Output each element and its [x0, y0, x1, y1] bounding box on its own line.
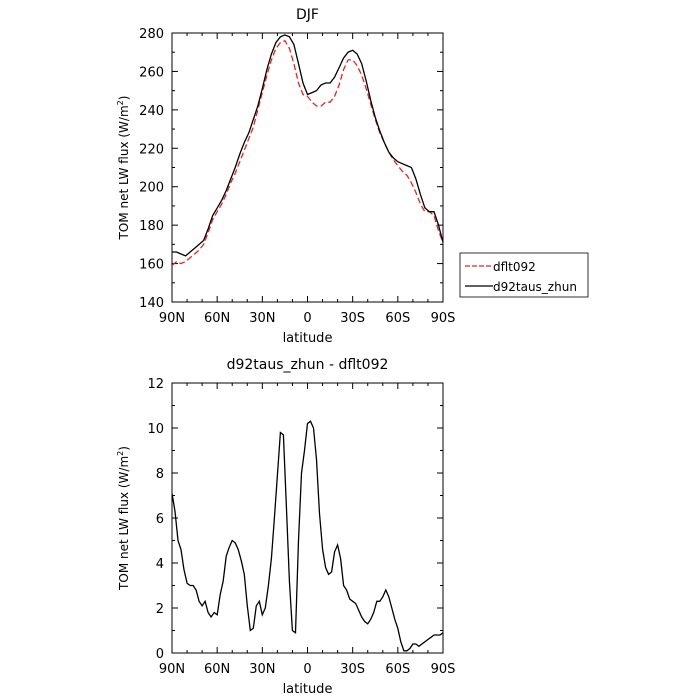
y-tick-label: 10	[147, 422, 164, 437]
y-tick-label: 160	[139, 258, 164, 273]
y-tick-label: 180	[139, 219, 164, 234]
legend-box	[459, 252, 589, 298]
x-tick-label: 60S	[385, 311, 410, 326]
legend-label: dflt092	[493, 260, 536, 274]
y-tick-label: 240	[139, 104, 164, 119]
y-tick-label: 0	[156, 647, 164, 662]
y-tick-label: 220	[139, 142, 164, 157]
legend-label: d92taus_zhun	[493, 280, 577, 294]
plot-frame	[171, 32, 444, 303]
x-tick-label: 0	[303, 662, 311, 677]
y-tick-label: 2	[156, 602, 164, 617]
x-tick-label: 90N	[159, 311, 185, 326]
y-tick-label: 4	[156, 557, 164, 572]
x-tick-label: 30N	[249, 662, 275, 677]
bottom-chart: d92taus_zhun - dflt092 90N 60N 30N 0 30S 60S 90…	[116, 357, 455, 697]
y-tick-label: 200	[139, 181, 164, 196]
x-axis-label: latitude	[283, 682, 333, 697]
y-tick-label: 260	[139, 65, 164, 80]
x-tick-label: 30N	[249, 311, 275, 326]
series-line-d92taus_zhun	[172, 34, 443, 257]
x-tick-label: 60S	[385, 662, 410, 677]
top-chart: DJF 90N 60N 30N 0 30S 60S 90S 140 160 180 200 220 240…	[116, 7, 589, 346]
series-line-dflt092	[172, 39, 443, 266]
x-tick-label: 90N	[159, 662, 185, 677]
chart-title: d92taus_zhun - dflt092	[227, 357, 389, 373]
x-tick-label: 90S	[431, 311, 456, 326]
x-tick-label: 60N	[204, 662, 230, 677]
y-axis-label: TOM net LW flux (W/m2)	[116, 446, 131, 591]
x-axis-label: latitude	[283, 331, 333, 346]
y-tick-label: 8	[156, 467, 164, 482]
x-tick-label: 0	[303, 311, 311, 326]
y-tick-label: 280	[139, 27, 164, 42]
y-tick-label: 6	[156, 512, 164, 527]
x-tick-label: 90S	[431, 662, 456, 677]
x-tick-label: 30S	[340, 662, 365, 677]
y-tick-label: 12	[147, 377, 164, 392]
chart-title: DJF	[296, 7, 319, 23]
y-axis-label: TOM net LW flux (W/m2)	[116, 96, 131, 241]
series-line-difference	[172, 420, 443, 652]
y-tick-label: 140	[139, 296, 164, 311]
x-tick-label: 60N	[204, 311, 230, 326]
x-tick-label: 30S	[340, 311, 365, 326]
